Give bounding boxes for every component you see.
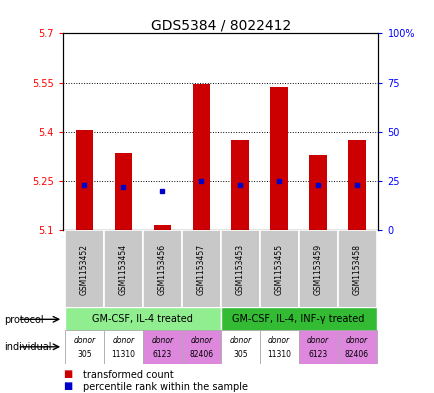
Text: GSM1153457: GSM1153457 — [196, 244, 205, 295]
Bar — [192, 84, 210, 230]
Text: 82406: 82406 — [344, 350, 368, 359]
Text: 11310: 11310 — [111, 350, 135, 359]
Text: 82406: 82406 — [189, 350, 213, 359]
Text: ■: ■ — [63, 369, 72, 379]
Text: 6123: 6123 — [152, 350, 171, 359]
Text: GSM1153453: GSM1153453 — [235, 244, 244, 295]
Bar — [142, 230, 181, 309]
Text: donor: donor — [112, 336, 134, 345]
Text: transformed count: transformed count — [82, 370, 173, 380]
Title: GDS5384 / 8022412: GDS5384 / 8022412 — [150, 18, 290, 32]
Bar — [65, 307, 220, 332]
Text: 305: 305 — [77, 350, 92, 359]
Text: percentile rank within the sample: percentile rank within the sample — [82, 382, 247, 392]
Text: donor: donor — [229, 336, 251, 345]
Text: GM-CSF, IL-4 treated: GM-CSF, IL-4 treated — [92, 314, 193, 324]
Bar — [337, 230, 376, 309]
Bar — [231, 140, 248, 230]
Text: individual: individual — [4, 342, 52, 352]
Bar — [65, 330, 104, 364]
Bar — [220, 230, 259, 309]
Bar — [220, 307, 376, 332]
Text: donor: donor — [190, 336, 212, 345]
Bar — [115, 153, 132, 230]
Text: donor: donor — [267, 336, 289, 345]
Text: GSM1153458: GSM1153458 — [352, 244, 361, 295]
Text: GSM1153454: GSM1153454 — [118, 244, 128, 295]
Text: GSM1153459: GSM1153459 — [313, 244, 322, 295]
Bar — [142, 330, 181, 364]
Text: donor: donor — [306, 336, 329, 345]
Bar — [337, 330, 376, 364]
Bar — [181, 230, 220, 309]
Bar — [259, 330, 298, 364]
Text: 6123: 6123 — [308, 350, 327, 359]
Text: GSM1153456: GSM1153456 — [158, 244, 167, 295]
Bar — [220, 330, 259, 364]
Bar — [298, 330, 337, 364]
Text: GSM1153455: GSM1153455 — [274, 244, 283, 295]
Text: donor: donor — [345, 336, 367, 345]
Text: donor: donor — [151, 336, 173, 345]
Bar — [270, 87, 287, 230]
Text: GM-CSF, IL-4, INF-γ treated: GM-CSF, IL-4, INF-γ treated — [232, 314, 364, 324]
Text: 11310: 11310 — [266, 350, 290, 359]
Bar — [104, 230, 142, 309]
Bar — [153, 225, 171, 230]
Bar — [348, 140, 365, 230]
Bar — [104, 330, 142, 364]
Text: donor: donor — [73, 336, 95, 345]
Text: protocol: protocol — [4, 315, 44, 325]
Bar — [65, 230, 104, 309]
Bar — [298, 230, 337, 309]
Bar — [259, 230, 298, 309]
Text: ■: ■ — [63, 381, 72, 391]
Bar — [76, 130, 93, 230]
Bar — [181, 330, 220, 364]
Bar — [309, 154, 326, 230]
Text: 305: 305 — [232, 350, 247, 359]
Text: GSM1153452: GSM1153452 — [80, 244, 89, 295]
